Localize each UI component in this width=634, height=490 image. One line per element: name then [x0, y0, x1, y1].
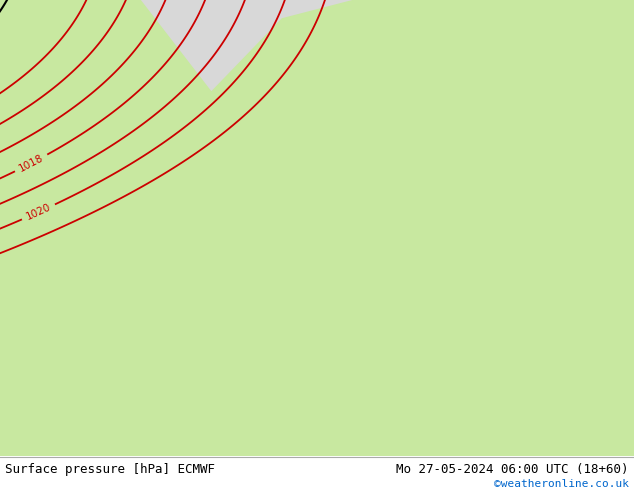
Polygon shape [0, 0, 353, 91]
Text: ©weatheronline.co.uk: ©weatheronline.co.uk [494, 479, 629, 489]
Text: 1018: 1018 [17, 152, 45, 173]
Text: 1020: 1020 [25, 202, 53, 222]
Text: Mo 27-05-2024 06:00 UTC (18+60): Mo 27-05-2024 06:00 UTC (18+60) [396, 464, 629, 476]
Text: Surface pressure [hPa] ECMWF: Surface pressure [hPa] ECMWF [5, 464, 215, 476]
